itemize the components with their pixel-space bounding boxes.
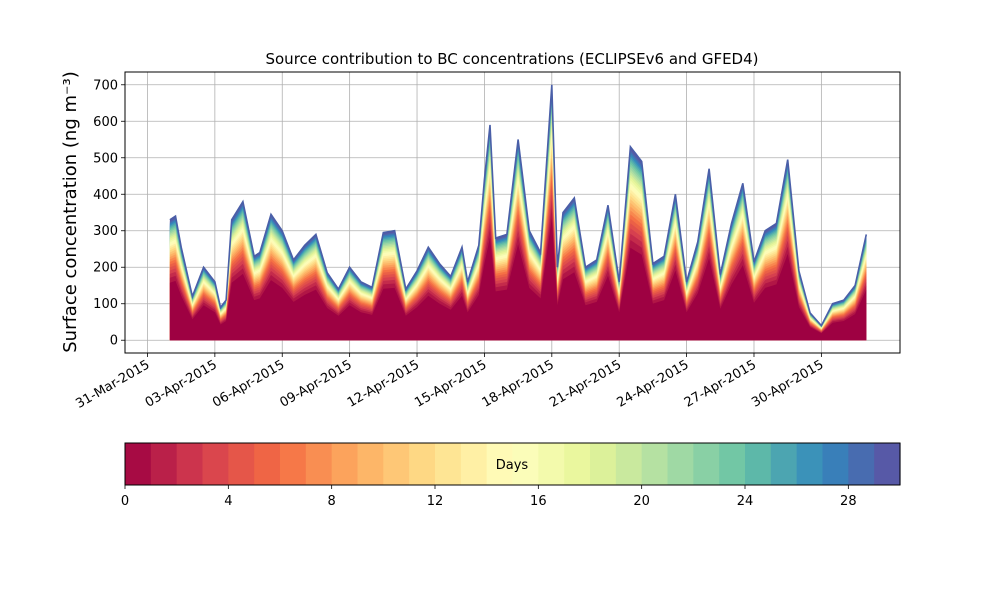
x-axis: 31-Mar-201503-Apr-201506-Apr-201509-Apr-… (73, 353, 826, 412)
x-tick-label: 06-Apr-2015 (210, 357, 287, 410)
y-axis-label: Surface concentration (ng m⁻³) (60, 71, 81, 353)
colorbar-segment (590, 443, 617, 485)
colorbar-tick-label: 8 (328, 494, 336, 509)
age-band-area (169, 218, 867, 341)
colorbar-segment (512, 443, 539, 485)
total-line (169, 84, 868, 328)
x-tick-label: 09-Apr-2015 (278, 357, 355, 410)
plot-frame (124, 71, 901, 354)
x-tick-label: 18-Apr-2015 (480, 357, 557, 410)
colorbar-segment (874, 443, 901, 485)
y-tick-label: 700 (93, 78, 118, 93)
colorbar-segment (280, 443, 307, 485)
colorbar-tick-label: 16 (530, 494, 547, 509)
colorbar-segment (770, 443, 798, 485)
colorbar-segment (176, 443, 204, 485)
colorbar-segment (357, 443, 384, 485)
colorbar-segment (719, 443, 746, 485)
x-tick-label: 24-Apr-2015 (614, 357, 691, 410)
stacked-areas (169, 84, 868, 341)
colorbar-frame (124, 442, 901, 486)
colorbar-segment (745, 443, 772, 485)
x-tick-label: 03-Apr-2015 (143, 357, 220, 410)
y-tick-label: 200 (93, 261, 118, 276)
colorbar: 0 4 8 12 16 20 24 28 (121, 442, 901, 509)
y-tick-label: 500 (93, 151, 118, 166)
colorbar-segment (693, 443, 720, 485)
colorbar-segment (538, 443, 565, 485)
colorbar-segment (822, 443, 849, 485)
colorbar-tick-label: 0 (121, 494, 129, 509)
y-tick-label: 300 (93, 224, 118, 239)
colorbar-segment (486, 443, 514, 485)
x-tick-label: 12-Apr-2015 (345, 357, 422, 410)
colorbar-segment (435, 443, 462, 485)
colorbar-segment (848, 443, 875, 485)
colorbar-segment (564, 443, 591, 485)
colorbar-segment (254, 443, 281, 485)
colorbar-tick-label: 4 (224, 494, 232, 509)
colorbar-segment (796, 443, 824, 485)
colorbar-tick-label: 24 (737, 494, 754, 509)
colorbar-segment (667, 443, 694, 485)
colorbar-segment (641, 443, 669, 485)
y-tick-label: 400 (93, 188, 118, 203)
colorbar-segment (305, 443, 333, 485)
y-axis: 0 100 200 300 400 500 600 700 (93, 78, 125, 349)
colorbar-segment (125, 443, 152, 485)
x-tick-label: 27-Apr-2015 (682, 357, 759, 410)
x-tick-label: 30-Apr-2015 (749, 357, 826, 410)
colorbar-segment (409, 443, 436, 485)
colorbar-label: Days (496, 458, 529, 473)
x-tick-label: 21-Apr-2015 (547, 357, 624, 410)
colorbar-segment (331, 443, 359, 485)
x-tick-label: 15-Apr-2015 (412, 357, 489, 410)
y-tick-label: 600 (93, 115, 118, 130)
y-tick-label: 100 (93, 297, 118, 312)
colorbar-tick-label: 20 (633, 494, 650, 509)
colorbar-segment (202, 443, 229, 485)
colorbar-tick-label: 12 (427, 494, 444, 509)
colorbar-tick-label: 28 (840, 494, 857, 509)
y-tick-label: 0 (110, 334, 118, 349)
x-tick-label: 31-Mar-2015 (73, 357, 152, 411)
colorbar-segment (615, 443, 643, 485)
colorbar-segment (228, 443, 255, 485)
chart-title: Source contribution to BC concentrations… (265, 50, 758, 68)
colorbar-segment (150, 443, 178, 485)
colorbar-segment (383, 443, 410, 485)
colorbar-segment (460, 443, 488, 485)
